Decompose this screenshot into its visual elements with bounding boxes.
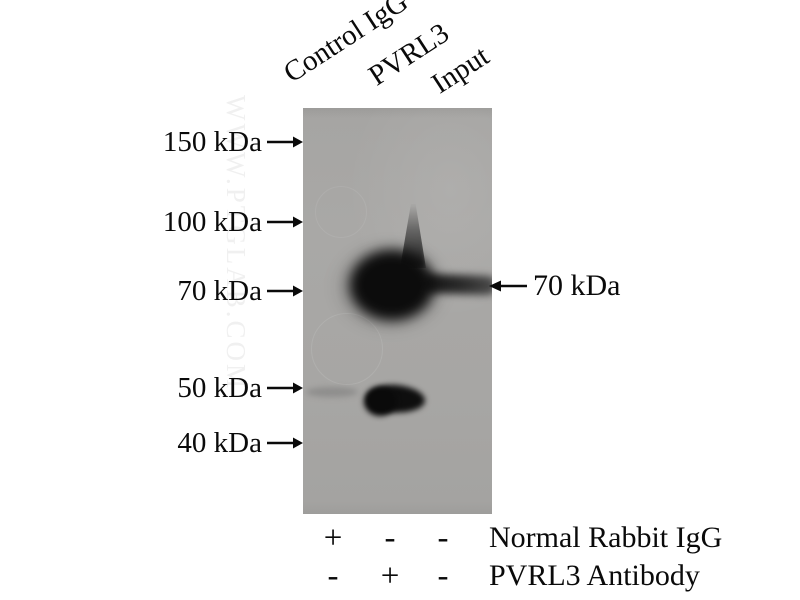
marker-label: 70 kDa bbox=[177, 275, 262, 307]
treatment-row-label-antibody: PVRL3 Antibody bbox=[489, 559, 700, 592]
marker-row-150kda: 150 kDa bbox=[140, 125, 303, 159]
treatment-sign: - bbox=[327, 558, 339, 594]
arrow-right-icon bbox=[267, 136, 303, 148]
membrane-artifact bbox=[315, 186, 367, 238]
blot-membrane bbox=[303, 108, 492, 514]
band-70kda-input-tail bbox=[420, 273, 492, 296]
marker-row-100kda: 100 kDa bbox=[140, 205, 303, 239]
watermark: WWW.PTGLAB.COM bbox=[221, 95, 251, 391]
marker-label: 50 kDa bbox=[177, 372, 262, 404]
arrow-right-icon bbox=[267, 437, 303, 449]
arrow-right-icon bbox=[267, 382, 303, 394]
marker-row-70kda: 70 kDa bbox=[140, 274, 303, 308]
marker-label: 100 kDa bbox=[162, 206, 262, 238]
band-pointer-70kda: 70 kDa bbox=[489, 269, 620, 303]
marker-label: 40 kDa bbox=[177, 427, 262, 459]
arrow-right-icon bbox=[267, 216, 303, 228]
marker-row-40kda: 40 kDa bbox=[140, 426, 303, 460]
arrow-right-icon bbox=[267, 285, 303, 297]
treatment-row-label-igg: Normal Rabbit IgG bbox=[489, 521, 723, 554]
treatment-sign: - bbox=[437, 520, 449, 556]
treatment-sign: - bbox=[384, 520, 396, 556]
marker-label: 150 kDa bbox=[162, 126, 262, 158]
treatment-sign: + bbox=[323, 520, 343, 556]
band-50kda-control-faint bbox=[306, 387, 358, 397]
arrow-left-icon bbox=[489, 280, 527, 292]
band-48kda-pvrl3-core bbox=[364, 387, 396, 416]
band-70kda-pvrl3 bbox=[350, 250, 434, 320]
treatment-sign: - bbox=[437, 558, 449, 594]
treatment-sign: + bbox=[380, 558, 400, 594]
marker-row-50kda: 50 kDa bbox=[140, 371, 303, 405]
pointer-label: 70 kDa bbox=[533, 269, 621, 302]
